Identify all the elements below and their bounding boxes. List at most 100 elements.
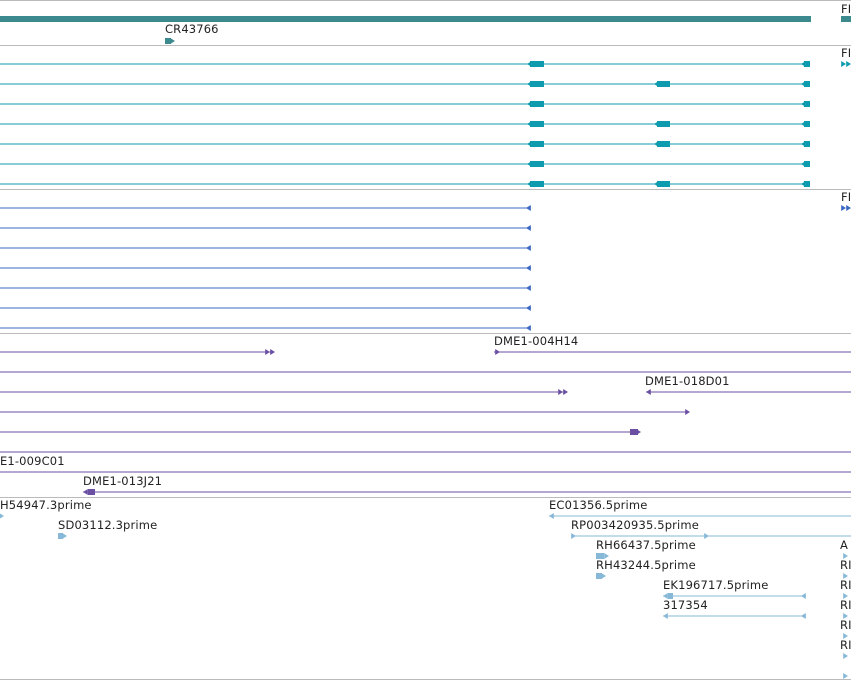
strand-arrow-left[interactable] <box>549 513 554 519</box>
est-block[interactable] <box>596 573 602 579</box>
protein-label-truncated[interactable]: FI <box>841 190 851 204</box>
gene-model-bar[interactable] <box>841 16 851 22</box>
transcript-exon[interactable] <box>657 81 670 87</box>
est-label-rp003420935[interactable]: RP003420935.5prime <box>571 518 699 532</box>
transcript-exon[interactable] <box>804 101 810 107</box>
strand-arrow-left[interactable] <box>526 305 531 311</box>
gene-label-cr43766[interactable]: CR43766 <box>165 22 219 36</box>
transcript-exon[interactable] <box>530 121 544 127</box>
strand-arrow-left[interactable] <box>83 489 88 495</box>
bac-clone-block[interactable] <box>630 429 638 435</box>
strand-arrow-left[interactable] <box>801 181 806 187</box>
est-label-truncated-r1[interactable]: RI <box>840 558 851 572</box>
strand-arrow-right[interactable] <box>604 553 609 559</box>
transcript-exon[interactable] <box>804 141 810 147</box>
strand-arrow-right[interactable] <box>601 573 606 579</box>
est-label-truncated-r3[interactable]: RI <box>840 598 851 612</box>
strand-arrow-left[interactable] <box>663 593 668 599</box>
est-label-truncated-r5[interactable]: RI <box>840 638 851 652</box>
est-label-317354[interactable]: 317354 <box>663 598 708 612</box>
est-block[interactable] <box>58 533 63 539</box>
gene-model-block[interactable] <box>165 38 171 44</box>
strand-arrow-left[interactable] <box>526 205 531 211</box>
est-label-h54947[interactable]: H54947.3prime <box>0 498 92 512</box>
strand-arrow-left[interactable] <box>526 245 531 251</box>
strand-arrow-right[interactable] <box>843 653 848 659</box>
gene-model-bar[interactable] <box>0 16 811 22</box>
transcript-exon[interactable] <box>804 161 810 167</box>
est-label-truncated-a[interactable]: A <box>840 538 849 552</box>
strand-arrow-left[interactable] <box>801 61 806 67</box>
strand-arrow-right[interactable] <box>843 633 848 639</box>
est-label-truncated-r2[interactable]: RI <box>840 578 851 592</box>
strand-arrow-left[interactable] <box>526 285 531 291</box>
bac-label-dme1-004h14[interactable]: DME1-004H14 <box>494 334 579 348</box>
strand-arrow-right[interactable] <box>62 533 67 539</box>
est-label-rh66437[interactable]: RH66437.5prime <box>596 538 696 552</box>
strand-arrow-right[interactable] <box>843 573 848 579</box>
strand-arrow-left[interactable] <box>527 121 532 127</box>
est-label-ec01356[interactable]: EC01356.5prime <box>549 498 648 512</box>
strand-arrow-right[interactable] <box>495 349 500 355</box>
strand-arrow-left[interactable] <box>527 141 532 147</box>
transcript-exon[interactable] <box>804 121 810 127</box>
strand-arrow-right[interactable] <box>843 673 848 679</box>
transcript-exon[interactable] <box>530 101 544 107</box>
gene-label-truncated[interactable]: FI <box>841 2 851 16</box>
strand-arrow-left[interactable] <box>801 593 806 599</box>
transcript-exon[interactable] <box>657 181 670 187</box>
transcript-exon[interactable] <box>530 161 544 167</box>
transcript-label-truncated[interactable]: FI <box>841 46 851 60</box>
est-block[interactable] <box>668 593 673 599</box>
strand-arrow-right[interactable] <box>841 205 846 211</box>
strand-arrow-left[interactable] <box>526 265 531 271</box>
strand-arrow-right[interactable] <box>846 61 851 67</box>
strand-arrow-left[interactable] <box>654 121 659 127</box>
strand-arrow-right[interactable] <box>841 61 846 67</box>
transcript-exon[interactable] <box>530 141 544 147</box>
bac-label-dme1-013j21[interactable]: DME1-013J21 <box>83 474 163 488</box>
strand-arrow-left[interactable] <box>801 613 806 619</box>
strand-arrow-left[interactable] <box>654 181 659 187</box>
transcript-exon[interactable] <box>804 181 810 187</box>
strand-arrow-right[interactable] <box>265 349 270 355</box>
strand-arrow-right[interactable] <box>170 38 175 44</box>
strand-arrow-right[interactable] <box>685 409 690 415</box>
strand-arrow-right[interactable] <box>843 553 848 559</box>
transcript-exon[interactable] <box>530 181 544 187</box>
strand-arrow-right[interactable] <box>843 613 848 619</box>
est-block[interactable] <box>596 553 604 559</box>
strand-arrow-right[interactable] <box>558 389 563 395</box>
strand-arrow-left[interactable] <box>527 81 532 87</box>
transcript-exon[interactable] <box>657 121 670 127</box>
strand-arrow-left[interactable] <box>663 613 668 619</box>
bac-label-dme1-018d01[interactable]: DME1-018D01 <box>645 374 730 388</box>
strand-arrow-left[interactable] <box>527 181 532 187</box>
strand-arrow-right[interactable] <box>571 533 576 539</box>
strand-arrow-right[interactable] <box>563 389 568 395</box>
strand-arrow-left[interactable] <box>646 389 651 395</box>
strand-arrow-left[interactable] <box>527 161 532 167</box>
bac-label-e1-009c01[interactable]: E1-009C01 <box>0 454 65 468</box>
strand-arrow-right[interactable] <box>270 349 275 355</box>
transcript-exon[interactable] <box>657 141 670 147</box>
strand-arrow-right[interactable] <box>636 429 641 435</box>
strand-arrow-left[interactable] <box>527 61 532 67</box>
bac-clone-block[interactable] <box>88 489 95 495</box>
strand-arrow-left[interactable] <box>801 121 806 127</box>
strand-arrow-left[interactable] <box>801 161 806 167</box>
transcript-exon[interactable] <box>530 81 544 87</box>
strand-arrow-left[interactable] <box>654 141 659 147</box>
strand-arrow-left[interactable] <box>526 225 531 231</box>
strand-arrow-left[interactable] <box>801 101 806 107</box>
est-label-sd03112[interactable]: SD03112.3prime <box>58 518 158 532</box>
strand-arrow-left[interactable] <box>527 101 532 107</box>
strand-arrow-left[interactable] <box>801 81 806 87</box>
est-label-rh43244[interactable]: RH43244.5prime <box>596 558 696 572</box>
transcript-exon[interactable] <box>804 61 810 67</box>
strand-arrow-right[interactable] <box>0 513 4 519</box>
est-label-truncated-r4[interactable]: RI <box>840 618 851 632</box>
transcript-exon[interactable] <box>804 81 810 87</box>
transcript-exon[interactable] <box>530 61 544 67</box>
strand-arrow-right[interactable] <box>704 533 709 539</box>
